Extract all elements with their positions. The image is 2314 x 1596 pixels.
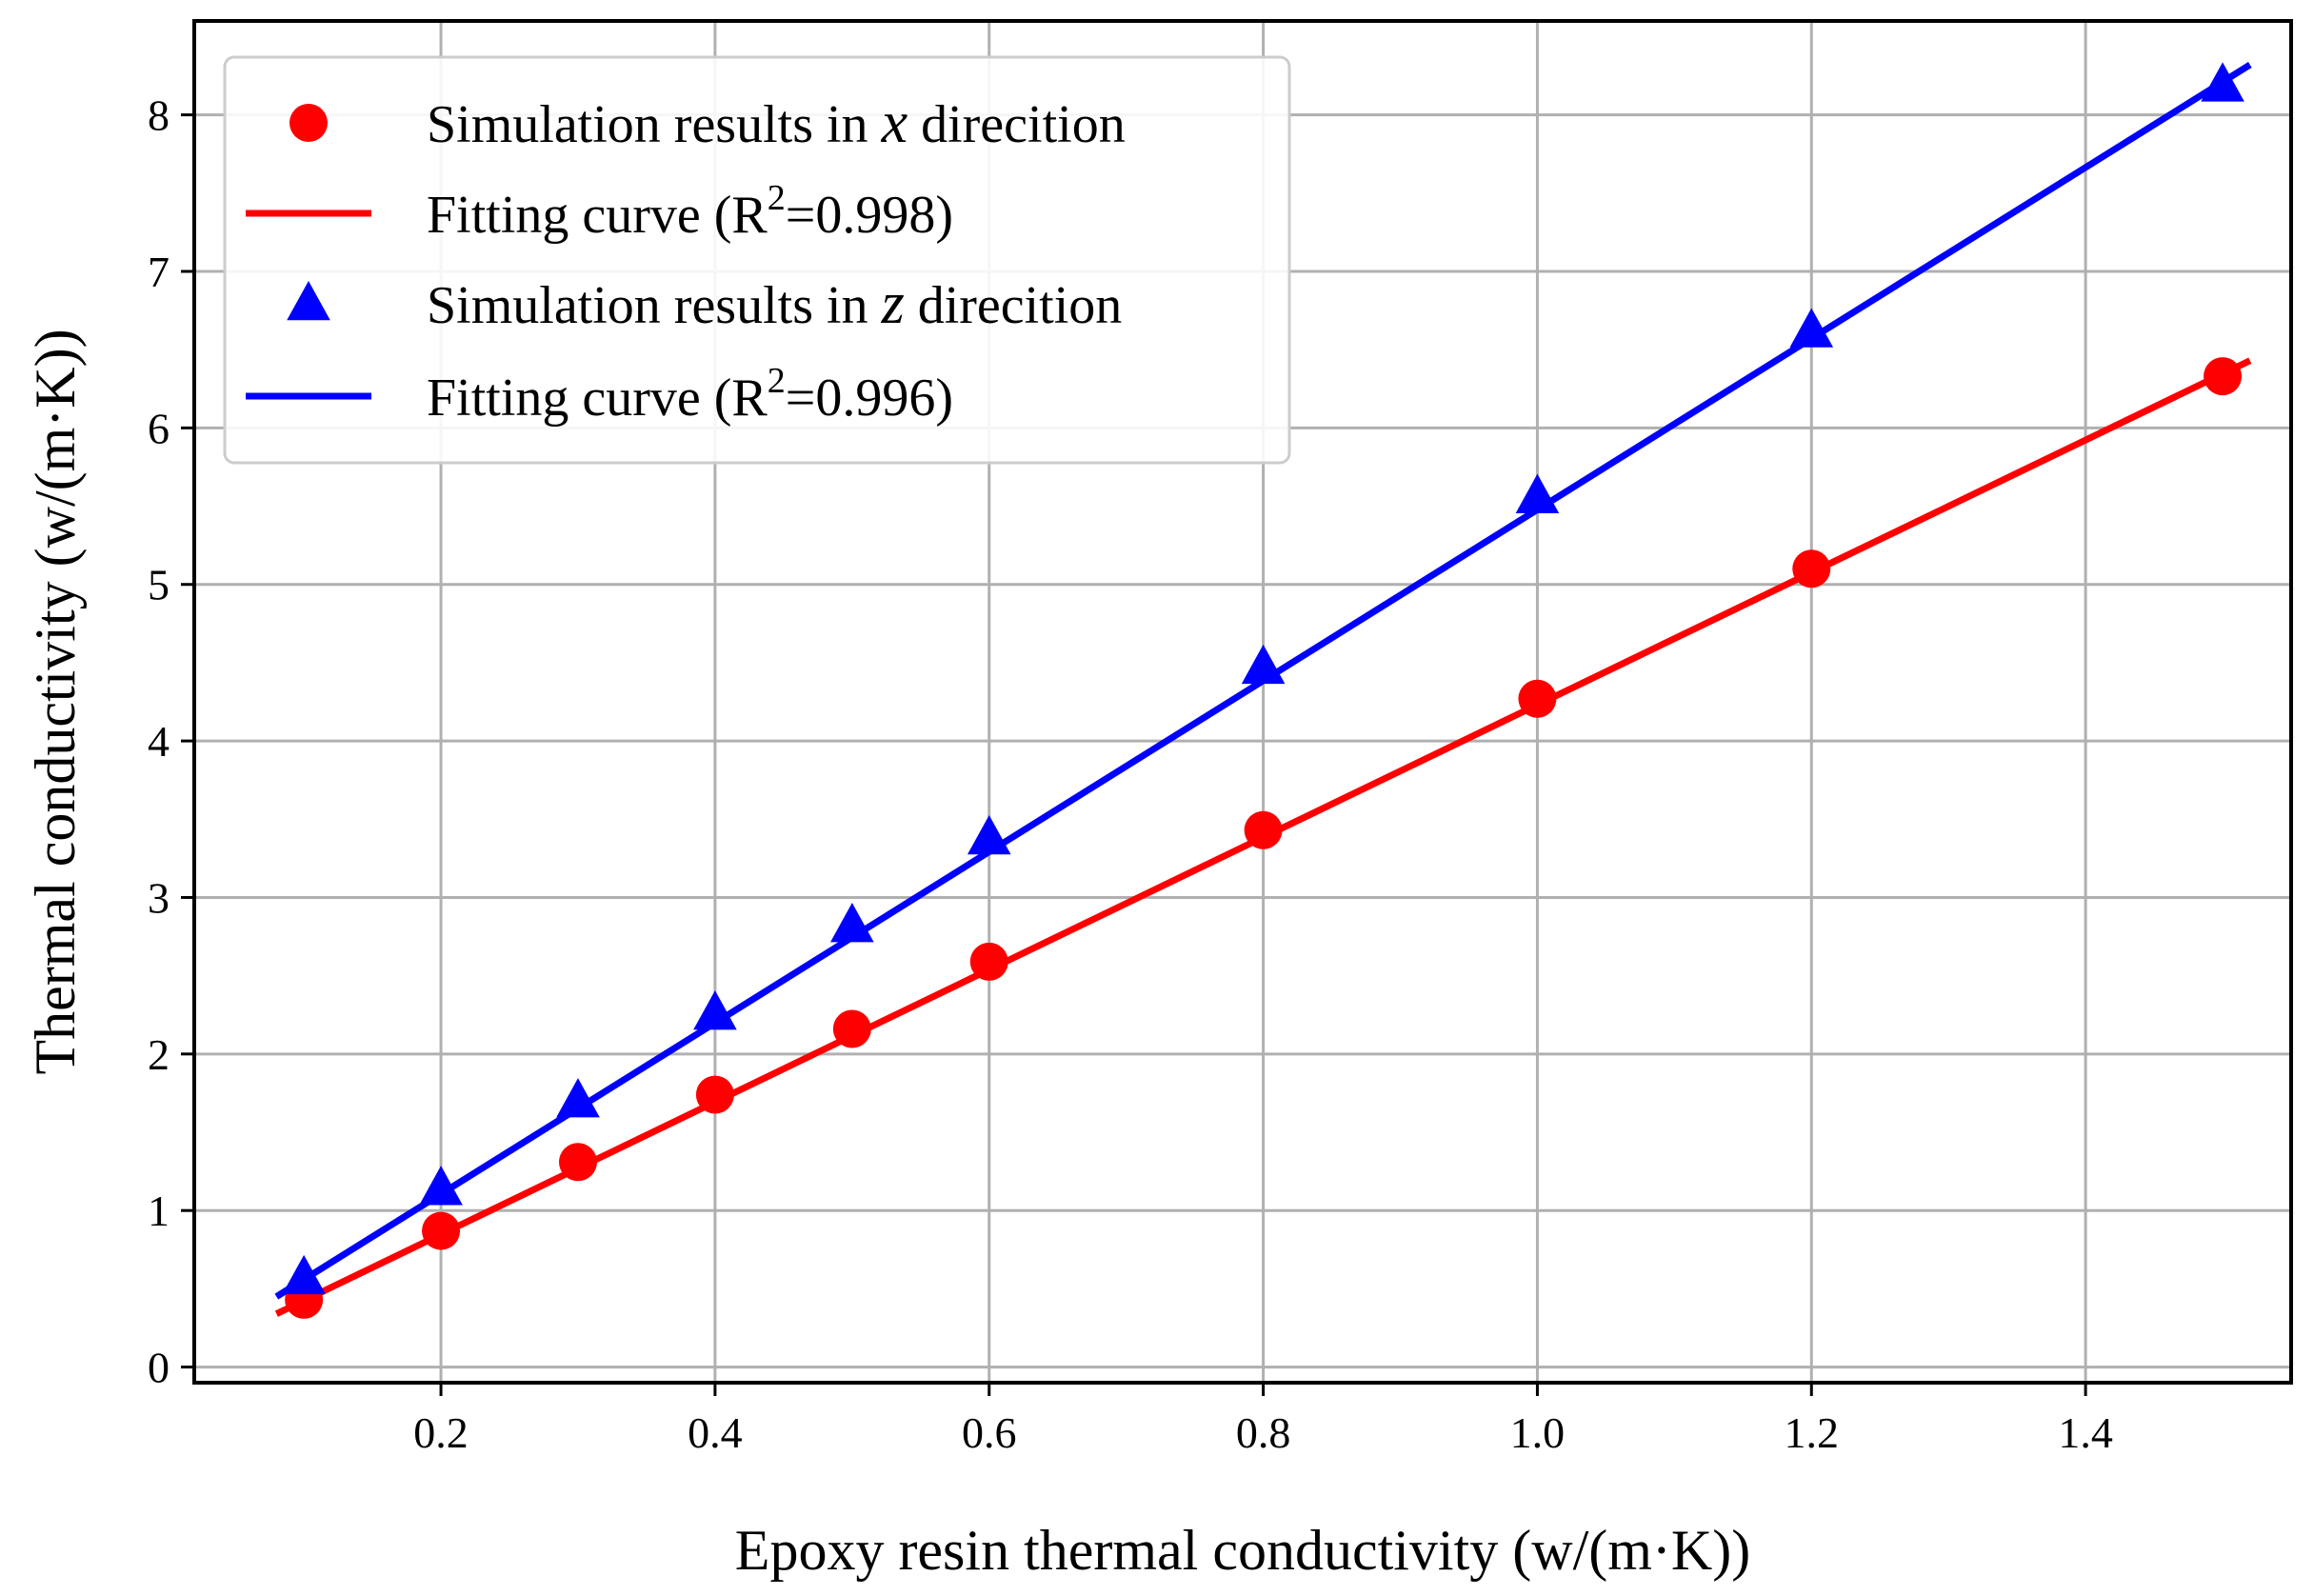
- legend-label: Fitting curve (R2=0.996): [427, 361, 953, 428]
- data-point-circle: [2204, 357, 2243, 396]
- data-point-circle: [422, 1211, 461, 1250]
- data-point-triangle: [419, 1166, 463, 1206]
- data-point-triangle: [282, 1254, 326, 1295]
- x-tick-label: 0.4: [688, 1408, 743, 1457]
- y-tick-label: 4: [148, 717, 170, 766]
- legend-label: Fitting curve (R2=0.998): [427, 178, 953, 245]
- data-point-circle: [969, 942, 1008, 981]
- plot-series: [274, 62, 2252, 1319]
- legend-box: [223, 55, 1291, 465]
- legend-label: Simulation results in x direcition: [427, 90, 1126, 155]
- x-tick-label: 0.6: [962, 1408, 1017, 1457]
- x-axis-label: Epoxy resin thermal conductivity (w/(m·K…: [735, 1519, 1750, 1582]
- y-tick-label: 7: [148, 248, 170, 296]
- data-point-circle: [695, 1075, 734, 1114]
- legend: Simulation results in x direcition Fittin…: [223, 55, 1291, 465]
- data-point-circle: [558, 1143, 597, 1182]
- data-point-triangle: [2201, 62, 2244, 102]
- y-tick-label: 2: [148, 1030, 170, 1079]
- y-axis-label: Thermal conductivity (w/(m·K)): [24, 329, 87, 1074]
- data-point-circle: [1244, 810, 1283, 849]
- data-point-triangle: [967, 815, 1011, 855]
- data-point-circle: [1792, 549, 1831, 589]
- y-tick-label: 0: [148, 1344, 170, 1392]
- x-tick-label: 1.4: [2058, 1408, 2113, 1457]
- legend-triangle-marker: [287, 281, 330, 321]
- x-tick-label: 1.0: [1510, 1408, 1566, 1457]
- data-point-triangle: [1515, 473, 1560, 513]
- y-tick-label: 8: [148, 91, 170, 140]
- data-point-circle: [832, 1009, 871, 1048]
- x-tick-label: 0.2: [413, 1408, 469, 1457]
- y-tick-label: 1: [148, 1187, 170, 1235]
- data-point-circle: [1518, 679, 1557, 718]
- data-point-triangle: [556, 1078, 600, 1118]
- data-point-triangle: [1241, 644, 1286, 685]
- x-tick-label: 0.8: [1236, 1408, 1291, 1457]
- legend-circle-marker: [289, 104, 328, 142]
- plot-frame: [192, 19, 2293, 1385]
- y-tick-label: 6: [148, 404, 170, 452]
- x-tick-label: 1.2: [1785, 1408, 1840, 1457]
- axis-ticks: 0.2 0.4 0.6 0.8 1.0 1.2 1.4 0 1 2 3 4 5 6 7 8: [148, 91, 2113, 1457]
- y-tick-label: 3: [148, 873, 170, 922]
- y-tick-label: 5: [148, 561, 170, 609]
- data-point-triangle: [693, 990, 737, 1030]
- data-point-triangle: [1789, 308, 1834, 348]
- legend-label: Simulation results in z direcition: [427, 271, 1122, 336]
- data-point-triangle: [830, 903, 874, 943]
